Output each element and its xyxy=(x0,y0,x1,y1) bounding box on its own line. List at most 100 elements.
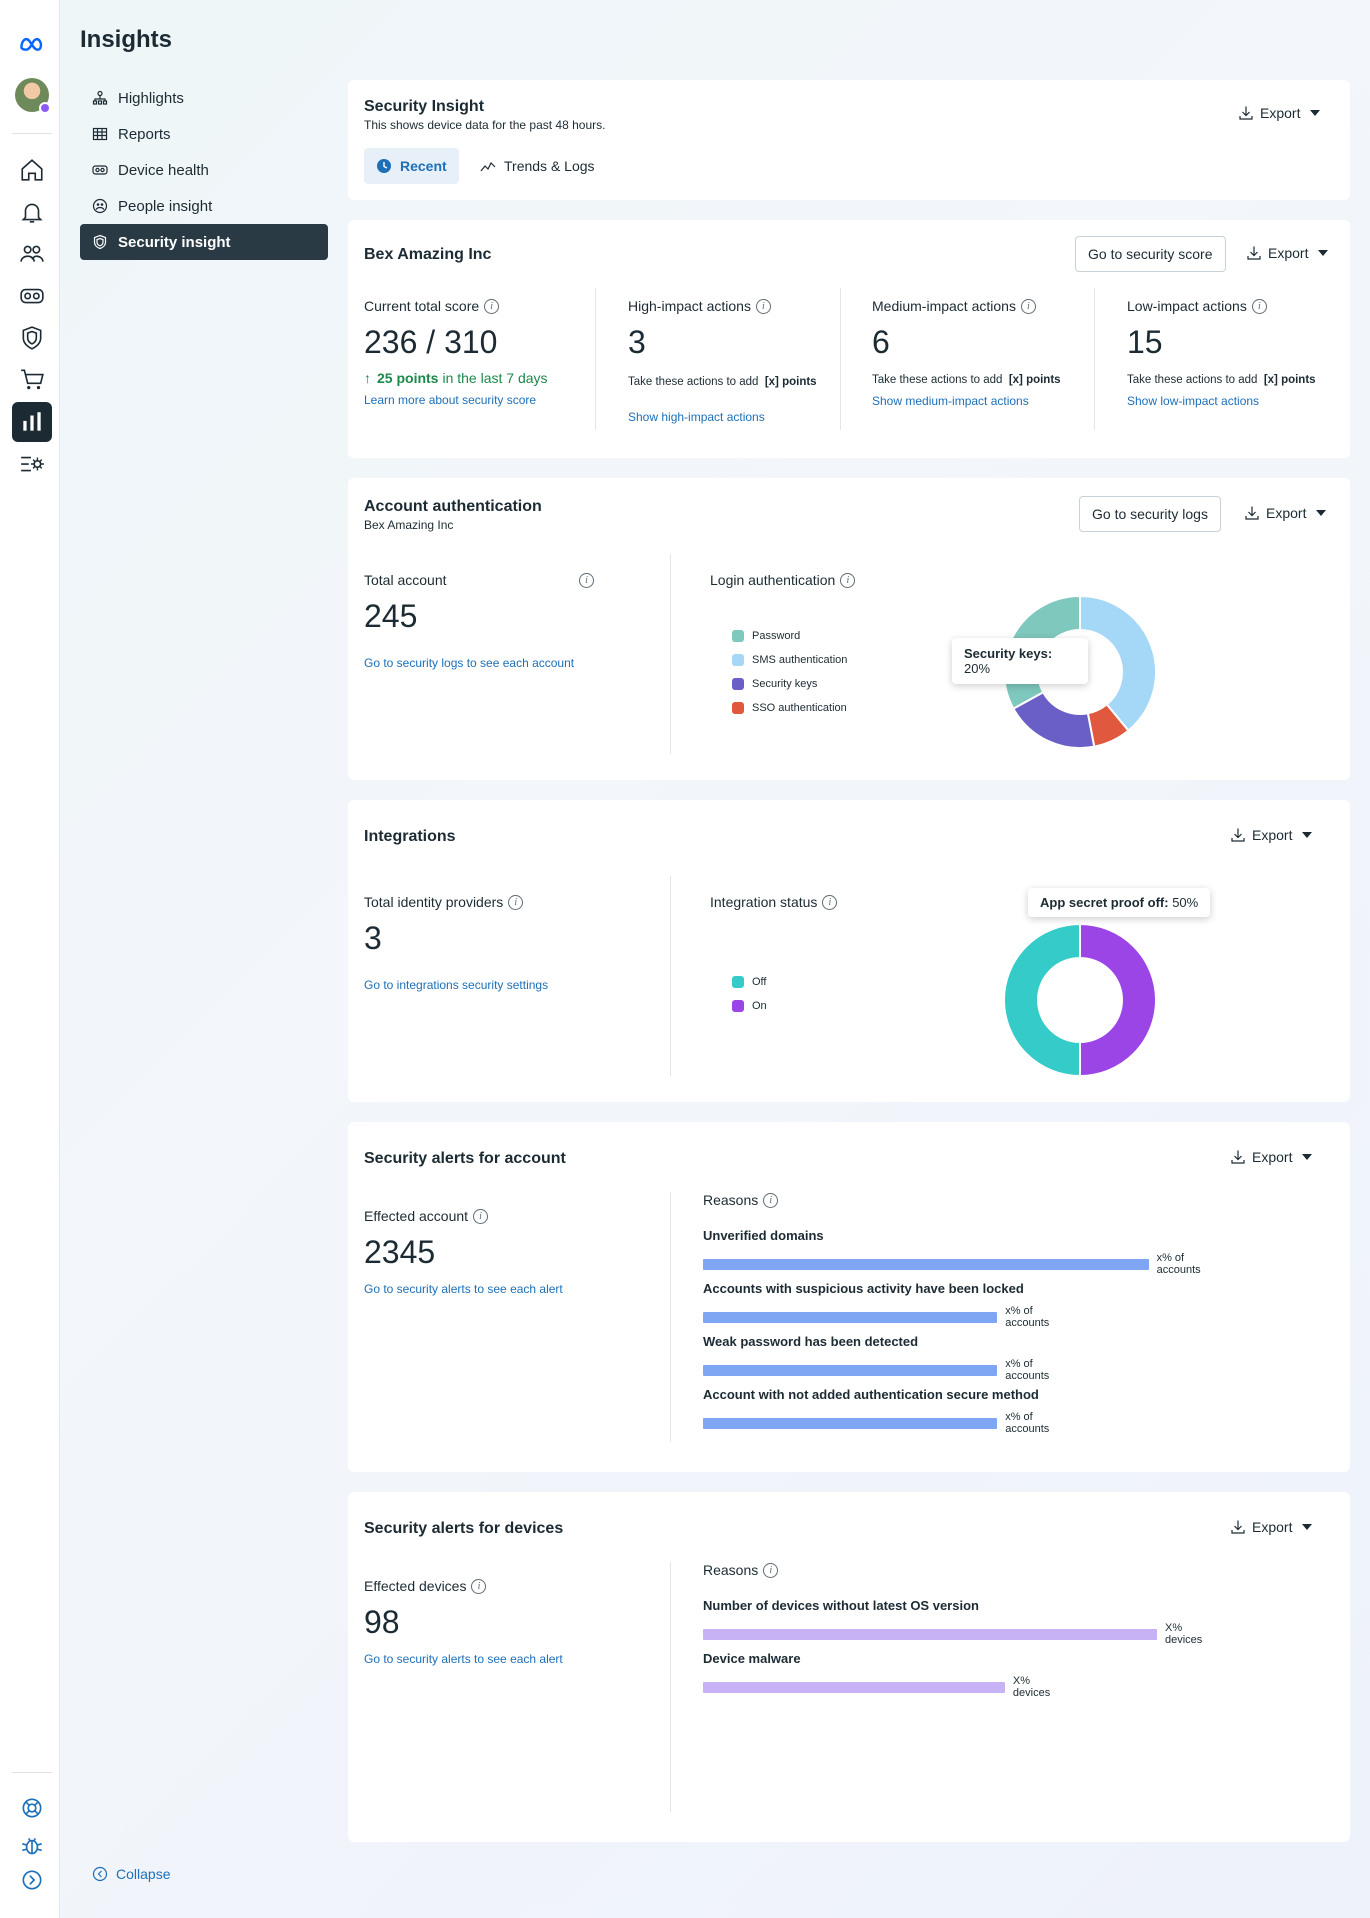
reason-item: Unverified domains x% of accounts xyxy=(703,1228,1227,1276)
integrations-settings-link[interactable]: Go to integrations security settings xyxy=(364,978,549,992)
reason-value: x% of accounts xyxy=(1005,1358,1050,1382)
login-authentication-donut-chart[interactable] xyxy=(1000,592,1160,752)
meta-logo-icon[interactable] xyxy=(12,24,52,64)
desc-placeholder: [x] xyxy=(764,376,779,388)
info-icon[interactable]: i xyxy=(822,894,838,910)
info-icon[interactable]: i xyxy=(1020,298,1036,314)
show-medium-impact-link[interactable]: Show medium-impact actions xyxy=(872,394,1029,408)
home-icon[interactable] xyxy=(12,150,52,190)
show-low-impact-link[interactable]: Show low-impact actions xyxy=(1127,394,1260,408)
reason-bar[interactable] xyxy=(703,1258,1149,1270)
label-text: Effected devices xyxy=(364,1578,467,1594)
export-button[interactable]: Export xyxy=(1230,1149,1313,1165)
info-icon[interactable]: i xyxy=(763,1192,779,1208)
people-icon[interactable] xyxy=(12,234,52,274)
reason-bar[interactable] xyxy=(703,1311,998,1323)
bar-chart-icon[interactable] xyxy=(12,402,52,442)
divider xyxy=(670,554,671,754)
info-icon[interactable]: i xyxy=(473,1208,489,1224)
export-button[interactable]: Export xyxy=(1230,827,1313,843)
bell-icon[interactable] xyxy=(12,192,52,232)
caret-down-icon xyxy=(1318,250,1329,256)
rail-divider xyxy=(12,133,52,134)
go-to-security-score-button[interactable]: Go to security score xyxy=(1075,236,1226,272)
donut-slice-off[interactable] xyxy=(1003,922,1081,1078)
cart-icon[interactable] xyxy=(12,360,52,400)
reason-bar[interactable] xyxy=(703,1364,998,1376)
tab-recent[interactable]: Recent xyxy=(364,148,459,184)
info-icon[interactable]: i xyxy=(763,1562,779,1578)
card-title: Account authentication xyxy=(364,498,542,515)
bug-icon[interactable] xyxy=(12,1826,52,1866)
reason-value: X% devices xyxy=(1012,1675,1051,1699)
tab-trends-logs[interactable]: Trends & Logs xyxy=(468,148,607,184)
nav-item-security-insight[interactable]: Security insight xyxy=(80,224,328,260)
total-identity-providers-value: 3 xyxy=(364,920,382,956)
medium-impact-value: 6 xyxy=(872,324,890,360)
legend-item: SSO authentication xyxy=(732,696,847,720)
nav-item-highlights[interactable]: Highlights xyxy=(80,80,328,116)
show-high-impact-link[interactable]: Show high-impact actions xyxy=(628,410,765,424)
reason-bar-row: x% of accounts xyxy=(703,1305,1074,1329)
reason-bar[interactable] xyxy=(703,1417,998,1429)
settings-list-icon[interactable] xyxy=(12,444,52,484)
legend-swatch xyxy=(732,654,744,666)
export-button[interactable]: Export xyxy=(1246,245,1329,261)
collapse-button[interactable]: Collapse xyxy=(92,1866,170,1882)
info-icon[interactable]: i xyxy=(579,573,594,588)
donut-slice-on[interactable] xyxy=(1079,922,1157,1078)
affected-account-value: 2345 xyxy=(364,1234,436,1270)
tooltip-value: 20% xyxy=(964,661,991,676)
info-icon[interactable]: i xyxy=(755,298,771,314)
legend-swatch xyxy=(732,702,744,714)
nav-item-label: Highlights xyxy=(118,89,184,107)
export-button[interactable]: Export xyxy=(1230,1519,1313,1535)
affected-devices-value: 98 xyxy=(364,1604,400,1640)
tab-label: Recent xyxy=(400,158,447,174)
expand-icon[interactable] xyxy=(12,1860,52,1900)
export-button[interactable]: Export xyxy=(1244,505,1327,521)
security-logs-link[interactable]: Go to security logs to see each account xyxy=(364,656,575,670)
security-alerts-link[interactable]: Go to security alerts to see each alert xyxy=(364,1282,563,1296)
export-label: Export xyxy=(1266,505,1307,521)
info-icon[interactable]: i xyxy=(840,572,856,588)
integration-status-donut-chart[interactable] xyxy=(1000,920,1160,1080)
reason-bar[interactable] xyxy=(703,1628,1157,1640)
clock-icon xyxy=(377,159,391,173)
reason-item: Account with not added authentication se… xyxy=(703,1387,1074,1435)
reasons-label: Reasons i xyxy=(703,1192,779,1208)
info-icon[interactable]: i xyxy=(1251,298,1267,314)
nav-item-people-insight[interactable]: People insight xyxy=(80,188,328,224)
info-icon[interactable]: i xyxy=(471,1578,487,1594)
legend-swatch xyxy=(732,1000,744,1012)
nav-item-reports[interactable]: Reports xyxy=(80,116,328,152)
learn-more-link[interactable]: Learn more about security score xyxy=(364,393,537,407)
reason-title: Weak password has been detected xyxy=(703,1334,919,1349)
reason-bar[interactable] xyxy=(703,1681,1005,1693)
export-button[interactable]: Export xyxy=(1238,105,1321,121)
vr-headset-icon[interactable] xyxy=(12,276,52,316)
avatar[interactable] xyxy=(15,78,51,114)
shield-icon[interactable] xyxy=(12,318,52,358)
label-text: Current total score xyxy=(364,298,480,314)
rail-divider-bottom xyxy=(12,1772,52,1773)
download-icon xyxy=(1231,1150,1245,1164)
export-label: Export xyxy=(1260,105,1301,121)
icon-rail xyxy=(0,0,60,1918)
device-alerts-link[interactable]: Go to security alerts to see each alert xyxy=(364,1652,563,1666)
info-icon[interactable]: i xyxy=(508,894,524,910)
current-score-value: 236 / 310 xyxy=(364,324,498,360)
shield-icon xyxy=(93,234,107,250)
reason-value: X% devices xyxy=(1165,1622,1203,1646)
nav-item-device-health[interactable]: Device health xyxy=(80,152,328,188)
legend-item: Password xyxy=(732,624,847,648)
help-lifebuoy-icon[interactable] xyxy=(12,1788,52,1828)
go-to-security-logs-button[interactable]: Go to security logs xyxy=(1079,496,1221,532)
info-icon[interactable]: i xyxy=(484,298,500,314)
reason-title: Number of devices without latest OS vers… xyxy=(703,1598,979,1613)
desc-text: Take these actions to add xyxy=(1127,374,1258,386)
donut-slice-sms-authentication[interactable] xyxy=(1079,594,1157,732)
delta-period: in the last 7 days xyxy=(442,370,548,386)
card-title: Integrations xyxy=(364,828,456,845)
legend-swatch xyxy=(732,678,744,690)
